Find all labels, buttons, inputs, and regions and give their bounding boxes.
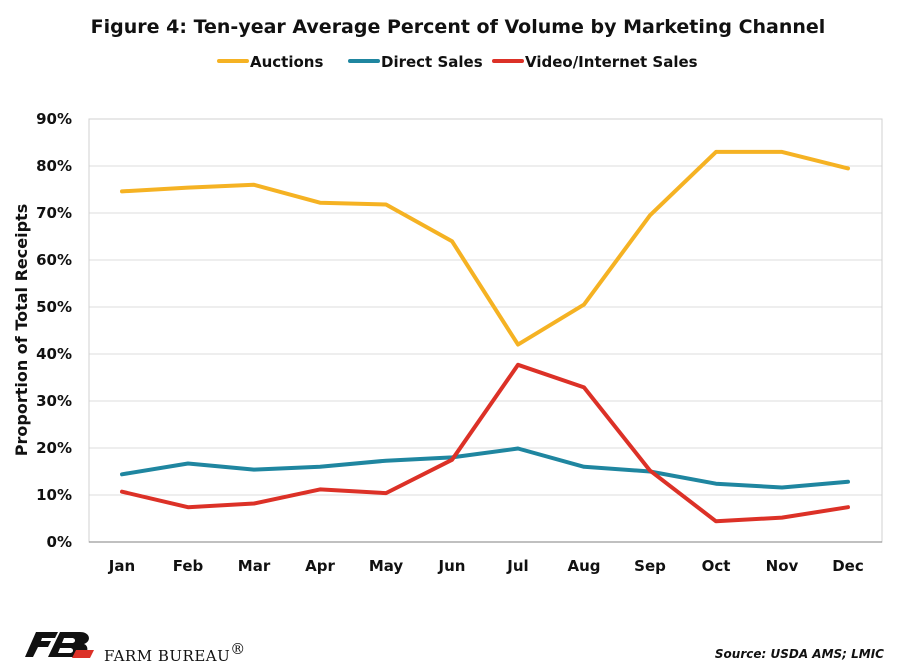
legend: Auctions Direct Sales Video/Internet Sales bbox=[217, 53, 698, 71]
y-tick-label: 0% bbox=[47, 533, 72, 551]
x-tick-label: Oct bbox=[702, 557, 731, 575]
y-tick-label: 60% bbox=[36, 251, 72, 269]
plot-area: 0% 10% 20% 30% 40% 50% 60% 70% 80% 90% Jan Feb Mar A… bbox=[36, 110, 883, 575]
y-tick-label: 30% bbox=[36, 392, 72, 410]
series-line-auctions bbox=[120, 149, 850, 347]
x-axis-ticks: Jan Feb Mar Apr May Jun Jul Aug Sep Oct Nov Dec bbox=[108, 557, 864, 575]
y-tick-label: 40% bbox=[36, 345, 72, 363]
y-tick-label: 50% bbox=[36, 298, 72, 316]
x-tick-label: Dec bbox=[832, 557, 864, 575]
y-tick-label: 70% bbox=[36, 204, 72, 222]
legend-item-video-internet-sales: Video/Internet Sales bbox=[492, 53, 698, 71]
x-tick-label: Jan bbox=[108, 557, 135, 575]
fb-logo-icon bbox=[25, 632, 94, 658]
brand-name: FARM BUREAU® bbox=[104, 640, 246, 665]
x-tick-label: Jul bbox=[506, 557, 528, 575]
x-tick-label: Feb bbox=[173, 557, 204, 575]
y-tick-label: 80% bbox=[36, 157, 72, 175]
x-tick-label: Aug bbox=[567, 557, 600, 575]
gridlines bbox=[88, 118, 883, 543]
x-tick-label: Sep bbox=[634, 557, 666, 575]
legend-label: Video/Internet Sales bbox=[525, 53, 698, 71]
x-tick-label: Jun bbox=[438, 557, 466, 575]
x-tick-label: May bbox=[369, 557, 404, 575]
y-axis-label: Proportion of Total Receipts bbox=[12, 204, 31, 456]
x-tick-label: Apr bbox=[305, 557, 335, 575]
series-line-video-internet-sales bbox=[120, 362, 850, 524]
y-tick-label: 10% bbox=[36, 486, 72, 504]
chart-title: Figure 4: Ten-year Average Percent of Vo… bbox=[91, 16, 826, 38]
plot-border bbox=[88, 118, 883, 543]
legend-label: Direct Sales bbox=[381, 53, 483, 71]
series-lines bbox=[120, 149, 850, 524]
x-tick-label: Mar bbox=[238, 557, 271, 575]
y-tick-label: 20% bbox=[36, 439, 72, 457]
legend-item-auctions: Auctions bbox=[217, 53, 323, 71]
x-tick-label: Nov bbox=[766, 557, 799, 575]
series-line-direct-sales bbox=[120, 446, 850, 490]
y-axis-ticks: 0% 10% 20% 30% 40% 50% 60% 70% 80% 90% bbox=[36, 110, 72, 551]
legend-label: Auctions bbox=[250, 53, 323, 71]
farm-bureau-logo: FARM BUREAU® bbox=[25, 632, 246, 665]
y-tick-label: 90% bbox=[36, 110, 72, 128]
legend-item-direct-sales: Direct Sales bbox=[348, 53, 483, 71]
source-note: Source: USDA AMS; LMIC bbox=[715, 647, 884, 661]
